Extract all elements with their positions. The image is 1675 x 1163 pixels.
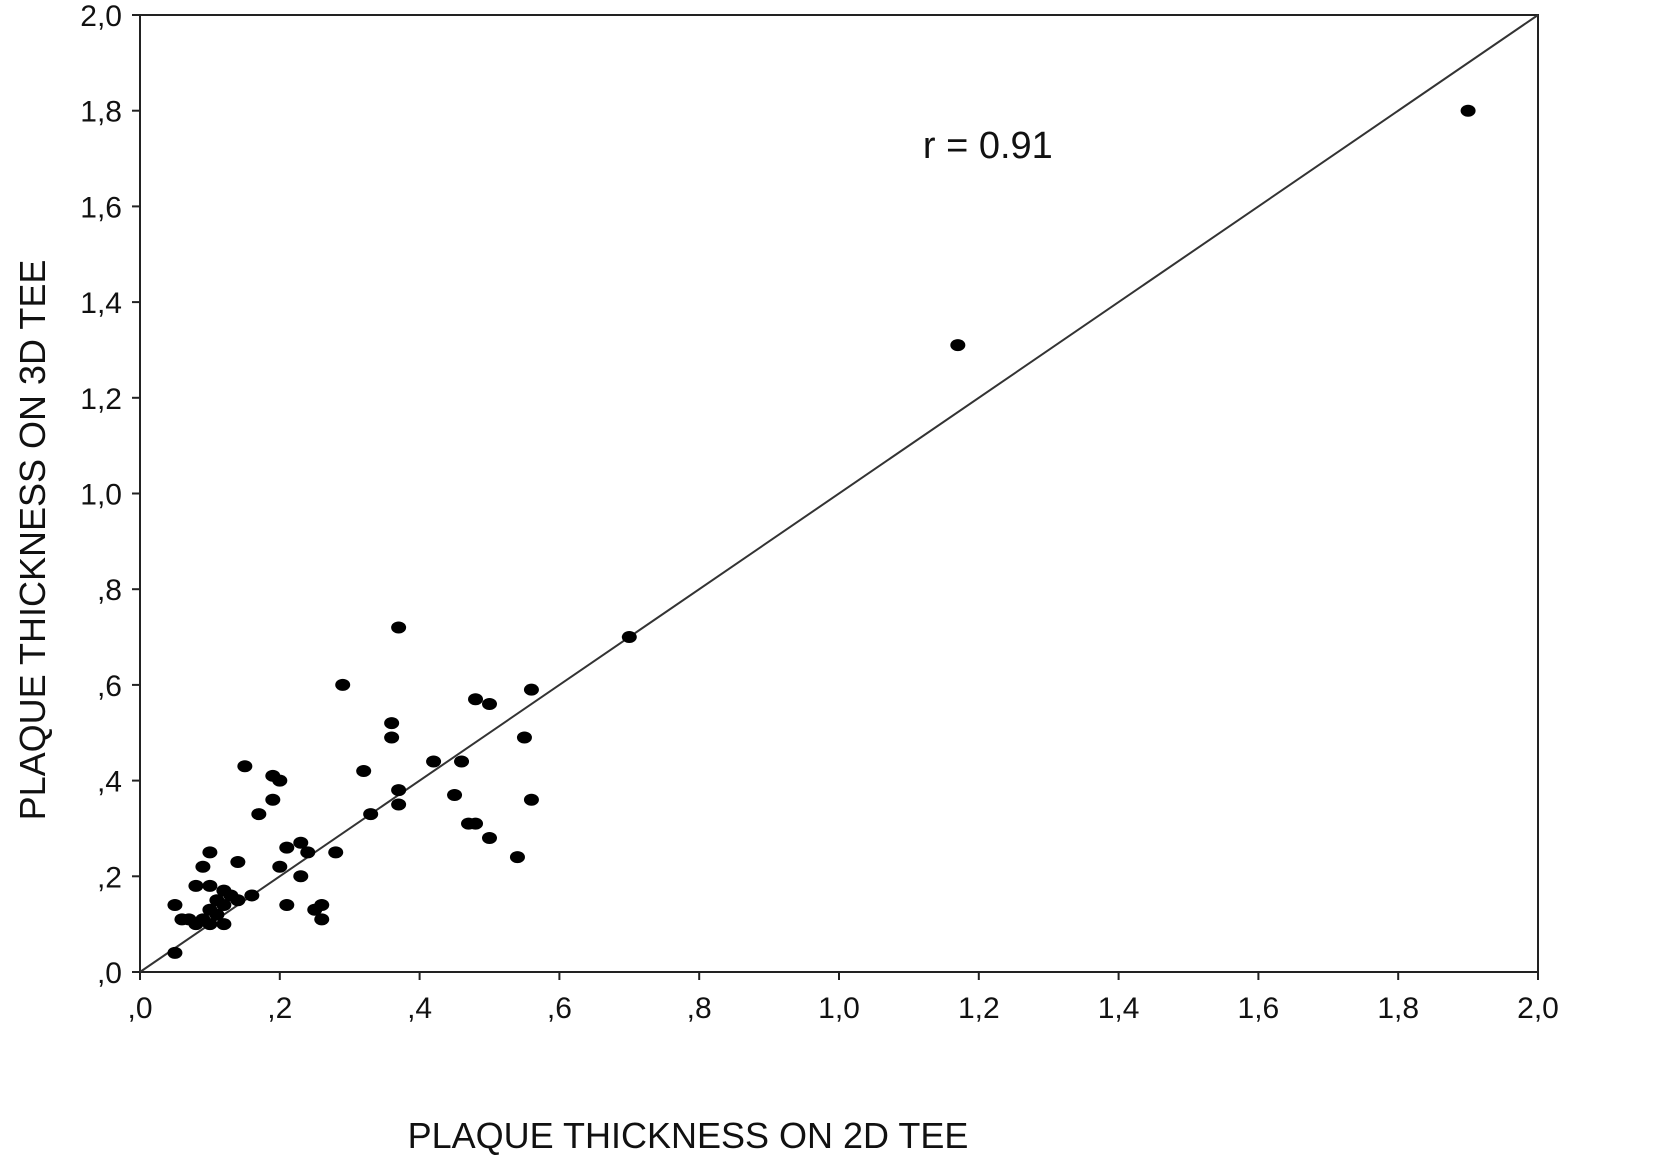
data-point [426,755,442,768]
data-point [314,899,330,912]
x-axis-title: PLAQUE THICKNESS ON 2D TEE [408,1115,969,1156]
data-point [272,860,288,873]
reference-line [139,14,1539,973]
data-point [468,817,484,830]
x-tick-label: 1,8 [1377,992,1419,1025]
data-point [516,731,532,744]
data-point [202,879,218,892]
data-point [265,793,281,806]
data-point [230,894,246,907]
y-tick-label: 1,0 [80,479,122,512]
x-tick-label: 1,2 [958,992,1000,1025]
x-tick-label: ,0 [127,992,152,1025]
data-point [454,755,470,768]
data-point [300,846,316,859]
data-point [216,918,232,931]
y-tick-label: 2,0 [80,0,122,33]
data-point [621,631,637,644]
data-point [293,836,309,849]
x-tick-label: 2,0 [1517,992,1559,1025]
data-point [447,788,463,801]
data-point [1460,104,1476,117]
data-point [384,717,400,730]
data-point [950,339,966,352]
data-point [188,879,204,892]
data-point [391,798,407,811]
x-tick-label: 1,6 [1238,992,1280,1025]
data-point [523,793,539,806]
correlation-annotation: r = 0.91 [923,125,1053,167]
data-point [314,913,330,926]
y-tick-label: 1,2 [80,383,122,416]
data-point [244,889,260,902]
data-point [202,918,218,931]
data-point [482,832,497,845]
x-tick-label: ,8 [687,992,712,1025]
data-point [195,860,211,873]
y-axis-title: PLAQUE THICKNESS ON 3D TEE [12,260,53,821]
x-tick-label: ,6 [547,992,572,1025]
data-point [167,899,183,912]
y-tick-label: ,6 [97,670,122,703]
data-point [167,946,183,959]
data-point [293,870,309,883]
data-point [363,808,379,821]
data-point [272,774,288,787]
data-point [523,683,539,696]
y-tick-label: ,4 [97,766,122,799]
data-point [391,784,407,797]
data-point [482,698,497,711]
x-tick-label: ,4 [407,992,432,1025]
y-tick-label: ,2 [97,861,122,894]
y-tick-label: 1,6 [80,191,122,224]
x-tick-label: ,2 [267,992,292,1025]
data-points [167,104,1476,959]
y-tick-label: ,8 [97,574,122,607]
data-point [391,621,407,634]
data-point [216,899,232,912]
data-point [279,899,295,912]
y-tick-label: ,0 [97,957,122,990]
data-point [230,855,246,868]
x-tick-label: 1,4 [1098,992,1140,1025]
data-point [356,765,372,778]
data-point [251,808,267,821]
data-point [468,693,484,706]
x-tick-label: 1,0 [818,992,860,1025]
data-point [328,846,344,859]
data-point [335,678,351,691]
data-point [202,846,218,859]
data-point [279,841,295,854]
y-tick-label: 1,8 [80,96,122,129]
x-axis: ,0 ,2 ,4 ,6 ,8 1,0 1,2 1,4 1,6 1,8 2,0 [127,972,1559,1025]
y-tick-label: 1,4 [80,287,122,320]
y-axis: ,0 ,2 ,4 ,6 ,8 1,0 1,2 1,4 1,6 1,8 2,0 [80,0,140,990]
data-point [209,908,225,921]
data-point [384,731,400,744]
data-point [509,851,525,864]
data-point [237,760,253,773]
